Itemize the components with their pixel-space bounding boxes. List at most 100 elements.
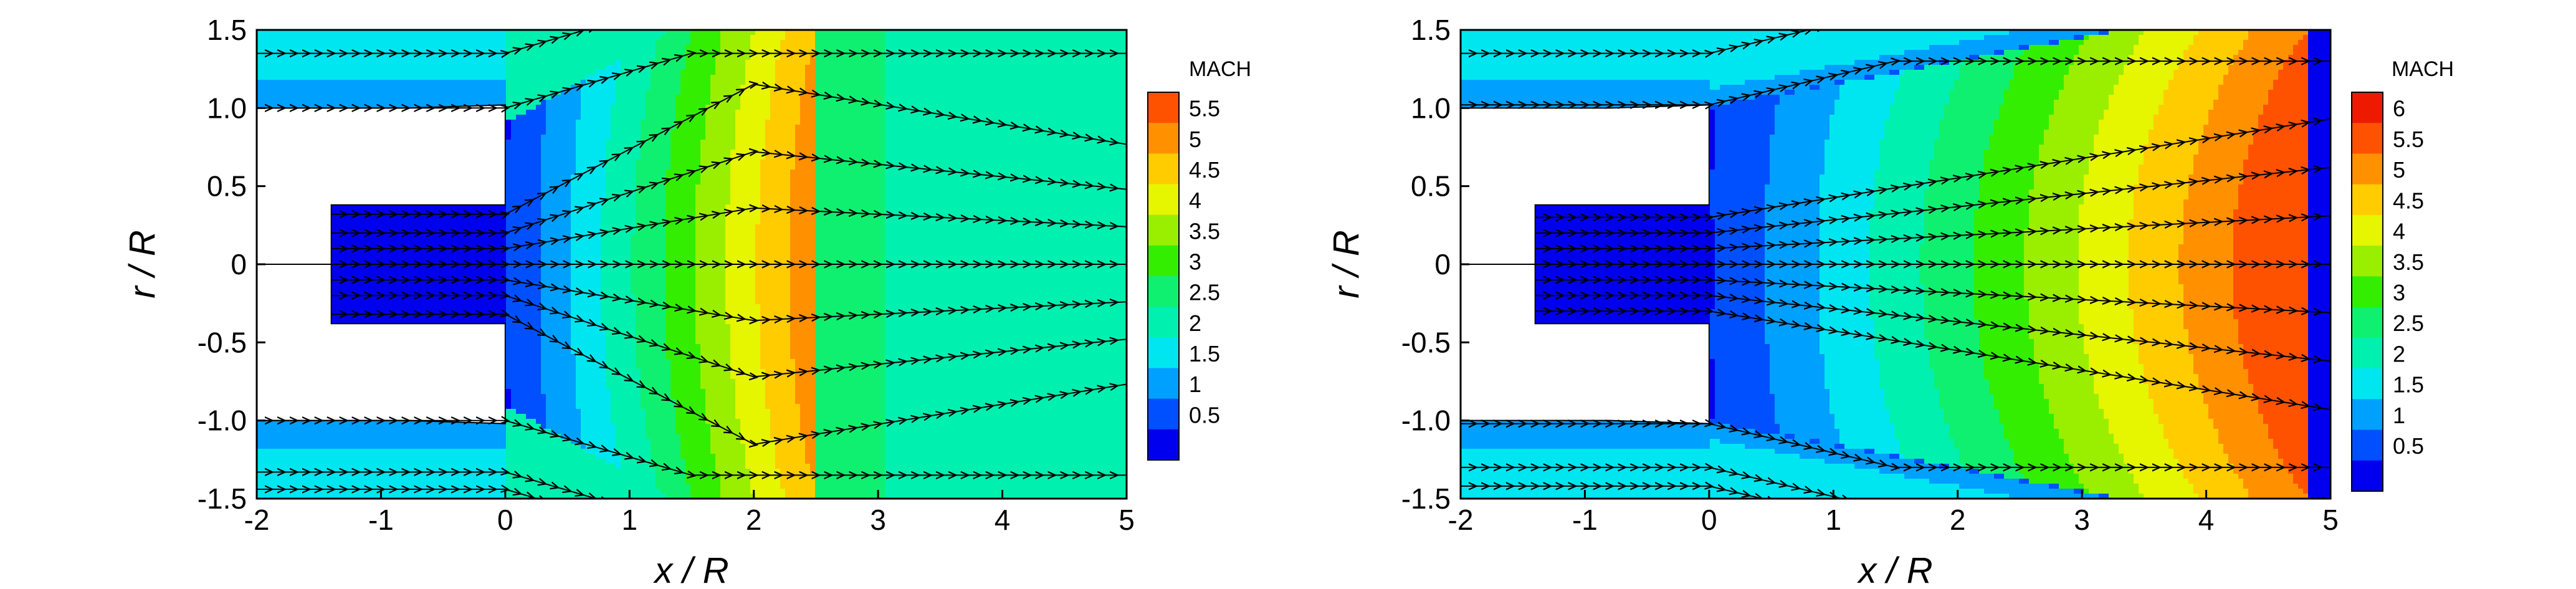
contour-cell [920, 75, 925, 80]
contour-cell [915, 165, 920, 170]
contour-cell [546, 110, 551, 115]
contour-cell [446, 70, 452, 75]
contour-cell [1024, 145, 1030, 150]
contour-cell [900, 130, 905, 135]
contour-cell [750, 45, 756, 50]
contour-cell [636, 35, 641, 41]
contour-cell [775, 175, 781, 180]
contour-cell [616, 189, 621, 195]
contour-cell [955, 70, 960, 75]
contour-cell [960, 165, 965, 170]
contour-cell [541, 180, 546, 185]
contour-cell [1109, 80, 1115, 85]
contour-cell [795, 189, 801, 195]
contour-cell [790, 65, 796, 70]
contour-cell [795, 45, 801, 50]
contour-cell [770, 189, 776, 195]
contour-cell [282, 85, 287, 90]
contour-cell [999, 75, 1005, 80]
contour-cell [820, 80, 826, 85]
contour-cell [995, 155, 1000, 160]
contour-cell [990, 130, 995, 135]
contour-cell [661, 184, 666, 190]
contour-cell [760, 75, 766, 80]
contour-cell [526, 155, 532, 160]
contour-cell [501, 85, 507, 90]
contour-cell [1084, 65, 1090, 70]
contour-cell [860, 130, 866, 135]
contour-cell [516, 180, 522, 185]
contour-cell [621, 125, 626, 130]
contour-cell [421, 45, 427, 50]
contour-cell [287, 75, 292, 80]
contour-cell [795, 85, 801, 90]
contour-cell [651, 100, 656, 105]
contour-cell [690, 175, 696, 180]
contour-cell [491, 100, 497, 105]
contour-cell [685, 35, 691, 41]
contour-cell [591, 110, 596, 115]
contour-cell [1104, 80, 1110, 85]
contour-cell [466, 65, 472, 70]
contour-cell [860, 80, 866, 85]
contour-cell [780, 160, 786, 165]
contour-cell [1054, 145, 1060, 150]
contour-cell [616, 145, 621, 150]
contour-cell [386, 90, 392, 95]
contour-cell [675, 35, 681, 41]
contour-cell [775, 105, 781, 110]
contour-cell [1034, 60, 1040, 65]
contour-cell [840, 110, 846, 115]
contour-cell [880, 95, 885, 100]
contour-cell [935, 125, 940, 130]
contour-cell [905, 160, 910, 165]
contour-cell [665, 184, 671, 190]
contour-cell [910, 35, 915, 41]
contour-cell [920, 100, 925, 105]
contour-cell [426, 60, 432, 65]
contour-cell [606, 145, 611, 150]
contour-cell [835, 90, 841, 95]
contour-cell [636, 45, 641, 50]
contour-cell [1054, 55, 1060, 60]
contour-cell [606, 184, 611, 190]
contour-cell [641, 45, 646, 50]
contour-cell [546, 35, 551, 41]
contour-cell [386, 60, 392, 65]
contour-cell [950, 145, 955, 150]
contour-cell [641, 80, 646, 85]
contour-cell [1064, 115, 1070, 120]
contour-cell [1044, 135, 1050, 140]
contour-cell [581, 150, 586, 155]
contour-cell [1114, 100, 1120, 105]
contour-cell [611, 85, 616, 90]
contour-cell [401, 35, 407, 41]
contour-cell [1024, 35, 1030, 41]
contour-cell [536, 120, 541, 125]
contour-cell [361, 35, 367, 41]
contour-cell [1079, 130, 1085, 135]
contour-cell [940, 75, 945, 80]
contour-cell [700, 150, 706, 155]
contour-cell [531, 135, 537, 140]
contour-cell [1074, 140, 1080, 145]
contour-cell [890, 145, 895, 150]
contour-cell [287, 95, 292, 100]
contour-cell [561, 160, 566, 165]
contour-cell [516, 155, 522, 160]
contour-cell [601, 60, 606, 65]
contour-cell [975, 145, 980, 150]
contour-cell [680, 50, 686, 55]
contour-cell [566, 165, 571, 170]
contour-cell [576, 155, 581, 160]
contour-cell [895, 165, 900, 170]
contour-cell [815, 75, 821, 80]
contour-cell [1019, 40, 1025, 45]
contour-cell [870, 140, 875, 145]
contour-cell [855, 55, 861, 60]
contour-cell [596, 120, 601, 125]
contour-cell [965, 80, 970, 85]
contour-cell [999, 125, 1005, 130]
contour-cell [870, 85, 875, 90]
contour-cell [985, 115, 990, 120]
